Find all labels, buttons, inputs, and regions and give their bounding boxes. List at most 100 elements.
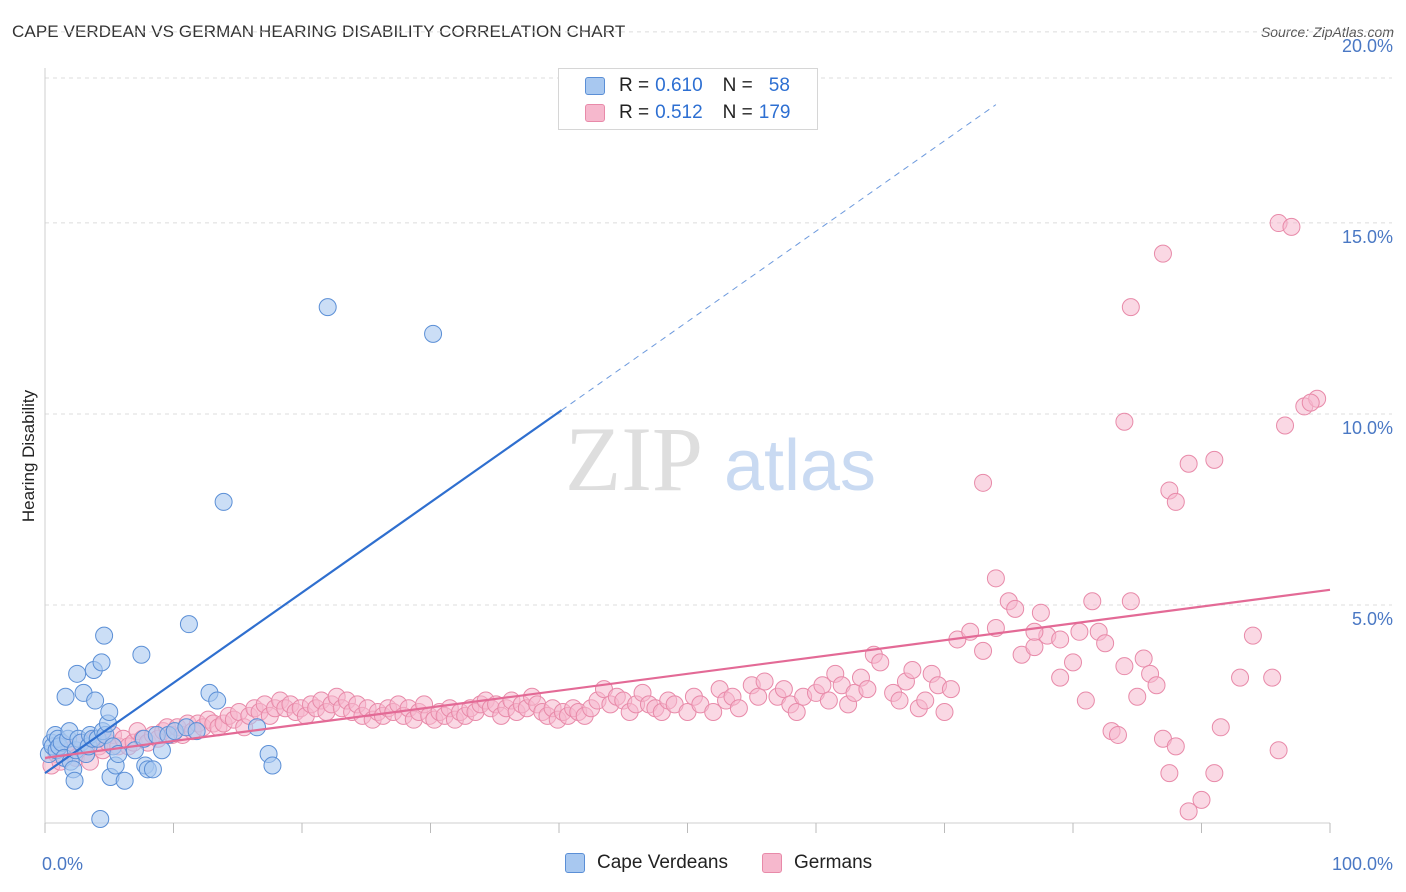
cape-verdeans-point — [132, 645, 151, 664]
germans-trend-line — [44, 588, 1331, 759]
watermark-zip: ZIP — [565, 408, 703, 510]
cape-verdeans-point — [424, 324, 443, 343]
y-tick-label: 5.0% — [1352, 609, 1393, 629]
r-label: R = — [619, 75, 650, 96]
cape-verdeans-point — [92, 653, 111, 672]
series-legend: Cape Verdeans Germans — [0, 852, 1406, 878]
cape-verdeans-point — [248, 718, 267, 737]
watermark: ZIP atlas — [565, 408, 876, 510]
germans-point — [858, 680, 877, 699]
n-value: 179 — [758, 102, 791, 123]
germans-point — [1179, 454, 1198, 473]
germans-point — [1276, 416, 1295, 435]
germans-point — [1121, 298, 1140, 317]
germans-point — [916, 691, 935, 710]
germans-point — [1211, 718, 1230, 737]
germans-point — [1263, 668, 1282, 687]
y-tick-label: 10.0% — [1342, 418, 1393, 438]
cape-verdeans-point — [86, 691, 105, 710]
germans-point — [1160, 764, 1179, 783]
germans-point — [941, 680, 960, 699]
germans-point — [1006, 599, 1025, 618]
germans-point — [1070, 622, 1089, 641]
x-tick-labels: 0.0% 100.0% — [42, 854, 1393, 874]
x-tick-label: 100.0% — [1332, 854, 1393, 874]
germans-point — [1083, 592, 1102, 611]
germans-point — [813, 676, 832, 695]
germans-point — [890, 691, 909, 710]
cape-verdeans-point — [179, 615, 198, 634]
legend-row-cape-verdeans: R = 0.610 N = 58 — [559, 73, 790, 99]
germans-point — [1051, 630, 1070, 649]
germans-point — [1031, 603, 1050, 622]
legend-label: Cape Verdeans — [597, 852, 728, 873]
legend-item-cape-verdeans[interactable]: Cape Verdeans — [565, 852, 728, 874]
germans-point — [1134, 649, 1153, 668]
axes — [44, 68, 1331, 833]
germans-point — [1301, 393, 1320, 412]
cape-verdeans-point — [91, 809, 110, 828]
n-label: N = — [722, 75, 753, 96]
cape-verdeans-point — [187, 722, 206, 741]
germans-point — [871, 653, 890, 672]
y-tick-label: 20.0% — [1342, 36, 1393, 56]
legend-label: Germans — [794, 852, 873, 873]
pink-swatch — [585, 104, 605, 122]
r-value: 0.512 — [655, 102, 703, 123]
stats-legend: R = 0.610 N = 58 R = 0.512 N = 179 — [558, 68, 818, 130]
blue-swatch — [585, 77, 605, 95]
germans-point — [1269, 741, 1288, 760]
germans-point — [1166, 492, 1185, 511]
y-tick-labels: 5.0% 10.0% 15.0% 20.0% — [1342, 36, 1393, 629]
germans-point — [1153, 244, 1172, 263]
germans-point — [1192, 790, 1211, 809]
r-label: R = — [619, 102, 650, 123]
germans-point — [1282, 217, 1301, 236]
germans-point — [1231, 668, 1250, 687]
germans-point — [1025, 622, 1044, 641]
germans-point — [704, 703, 723, 722]
blue-swatch — [565, 853, 585, 873]
germans-point — [1205, 450, 1224, 469]
germans-point — [1115, 412, 1134, 431]
germans-point — [935, 703, 954, 722]
germans-point — [787, 703, 806, 722]
cape-verdeans-point — [263, 756, 282, 775]
cape-verdeans-point — [100, 703, 119, 722]
germans-point — [755, 672, 774, 691]
germans-point — [1051, 668, 1070, 687]
cape-verdeans-point — [318, 298, 337, 317]
cape-verdeans-point — [56, 687, 75, 706]
legend-row-germans: R = 0.512 N = 179 — [559, 100, 790, 126]
germans-point — [903, 661, 922, 679]
cape-verdeans-point — [208, 691, 227, 710]
y-tick-label: 15.0% — [1342, 227, 1393, 247]
legend-item-germans[interactable]: Germans — [762, 852, 872, 874]
germans-point — [749, 687, 768, 706]
y-axis-label: Hearing Disability — [19, 389, 38, 522]
germans-point — [986, 569, 1005, 588]
germans-point — [729, 699, 748, 718]
germans-point — [1179, 802, 1198, 821]
cape-verdeans-point — [68, 664, 87, 683]
germans-point — [1243, 626, 1262, 645]
cape-verdeans-point — [115, 771, 134, 790]
pink-swatch — [762, 853, 782, 873]
germans-point — [1205, 764, 1224, 783]
n-label: N = — [722, 102, 753, 123]
germans-point — [974, 473, 993, 492]
cape-verdeans-point — [143, 760, 162, 779]
watermark-atlas: atlas — [724, 426, 876, 506]
cape-verdeans-point — [65, 771, 84, 790]
trend-lines — [44, 104, 1331, 775]
germans-point — [1166, 737, 1185, 756]
germans-point — [1064, 653, 1082, 672]
germans-point — [1147, 676, 1166, 695]
germans-point — [819, 691, 838, 710]
germans-points — [42, 214, 1327, 821]
germans-point — [1128, 687, 1147, 706]
x-tick-label: 0.0% — [42, 854, 83, 874]
germans-point — [1096, 634, 1115, 653]
r-value: 0.610 — [655, 75, 703, 96]
